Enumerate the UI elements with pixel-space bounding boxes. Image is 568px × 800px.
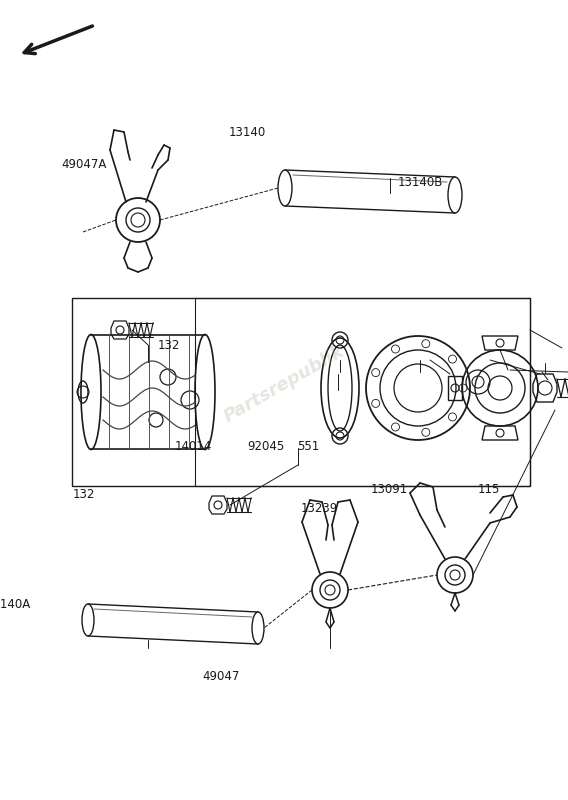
Text: Partsrepublik: Partsrepublik (220, 342, 348, 426)
Text: 92045: 92045 (247, 440, 285, 453)
Text: 132: 132 (158, 339, 181, 352)
Bar (195, 298, 530, 486)
Text: 551: 551 (296, 440, 319, 453)
Text: 49047: 49047 (203, 670, 240, 682)
Bar (72, 298, 530, 486)
Text: 13140B: 13140B (398, 176, 443, 189)
Text: 14014: 14014 (174, 440, 212, 453)
Text: 49047A: 49047A (61, 158, 107, 170)
Text: 13091: 13091 (370, 483, 408, 496)
Text: 115: 115 (477, 483, 500, 496)
Text: 132: 132 (73, 488, 95, 501)
Text: 13239: 13239 (300, 502, 338, 514)
Text: 13140A: 13140A (0, 598, 31, 610)
Text: 13140: 13140 (228, 126, 266, 138)
